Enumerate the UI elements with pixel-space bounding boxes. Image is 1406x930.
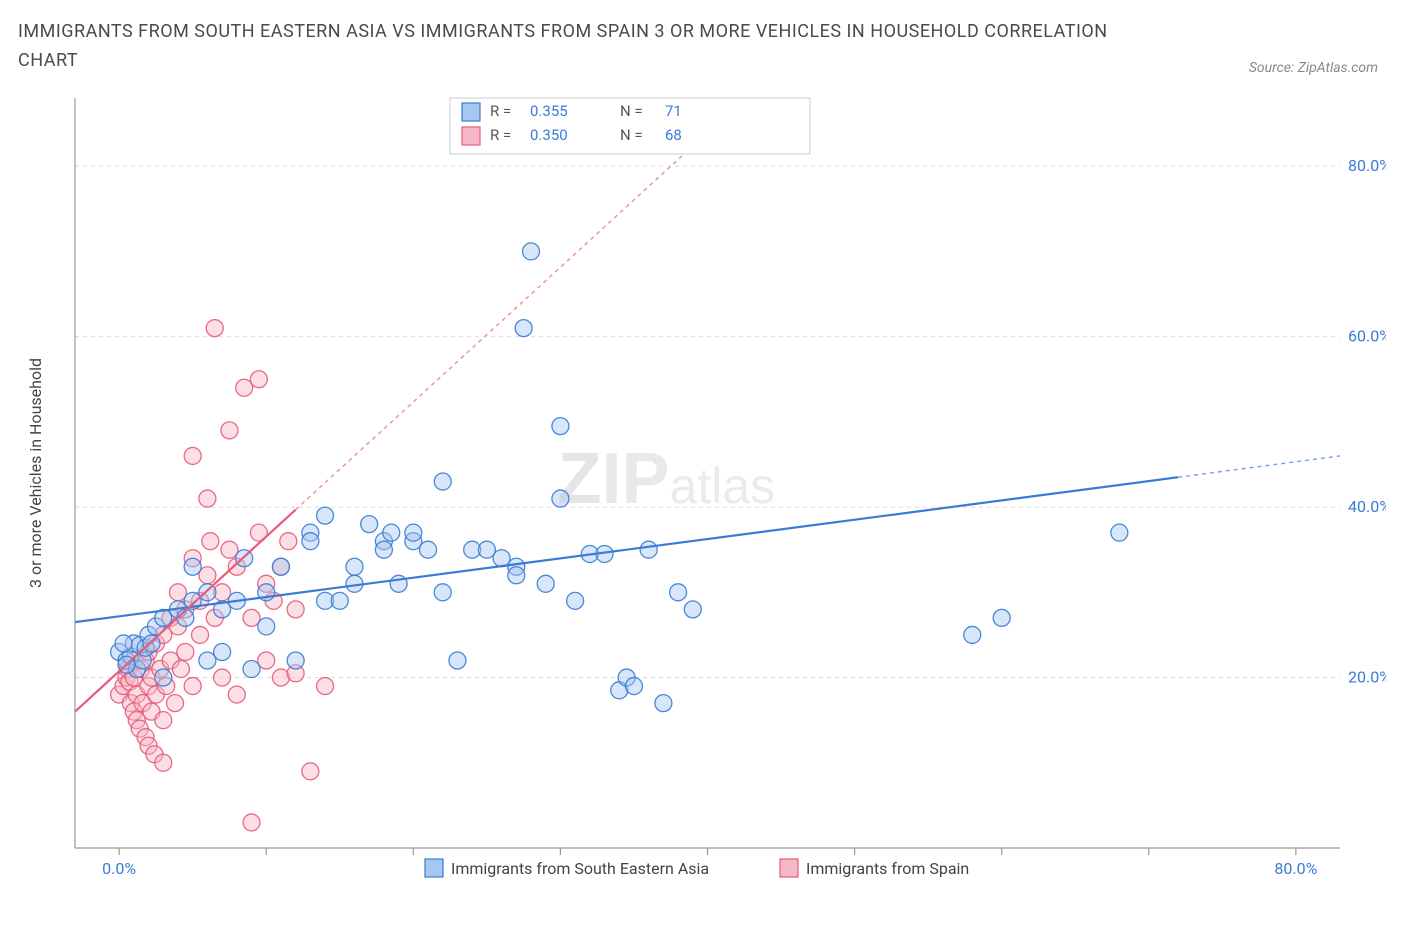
scatter-point <box>1111 524 1128 541</box>
scatter-point <box>206 319 223 336</box>
legend-n-value: 71 <box>665 102 682 120</box>
scatter-point <box>684 600 701 617</box>
scatter-point <box>993 609 1010 626</box>
scatter-point <box>964 626 981 643</box>
scatter-point <box>221 421 238 438</box>
legend-swatch <box>425 859 443 877</box>
scatter-point <box>405 524 422 541</box>
scatter-point <box>346 558 363 575</box>
scatter-point <box>115 635 132 652</box>
header: IMMIGRANTS FROM SOUTH EASTERN ASIA VS IM… <box>0 0 1406 82</box>
legend-series-label: Immigrants from Spain <box>806 859 969 878</box>
scatter-point <box>449 652 466 669</box>
scatter-point <box>331 592 348 609</box>
scatter-point <box>670 583 687 600</box>
scatter-point <box>184 447 201 464</box>
correlation-chart: 20.0% 40.0% 60.0% 80.0% ZIPatlas 0.0% 80.0% 3 o… <box>20 88 1386 908</box>
scatter-point <box>383 524 400 541</box>
scatter-point <box>228 686 245 703</box>
scatter-point <box>243 814 260 831</box>
scatter-point <box>420 541 437 558</box>
legend-swatch <box>780 859 798 877</box>
y-tick-label: 40.0% <box>1348 497 1386 516</box>
scatter-point <box>272 558 289 575</box>
x-tick-label: 80.0% <box>1274 859 1317 878</box>
legend-n-label: N = <box>620 126 643 144</box>
scatter-point <box>177 643 194 660</box>
scatter-point <box>552 490 569 507</box>
scatter-point <box>508 566 525 583</box>
scatter-point <box>625 677 642 694</box>
scatter-point <box>172 660 189 677</box>
scatter-point <box>250 370 267 387</box>
y-tick-label: 60.0% <box>1348 326 1386 345</box>
scatter-point <box>434 583 451 600</box>
legend-r-label: R = <box>490 126 511 144</box>
trend-line-ext <box>1178 456 1340 477</box>
scatter-point <box>537 575 554 592</box>
scatter-point <box>155 711 172 728</box>
scatter-point <box>155 754 172 771</box>
legend-series-label: Immigrants from South Eastern Asia <box>451 859 709 878</box>
legend-r-value: 0.355 <box>530 102 568 120</box>
scatter-point <box>287 652 304 669</box>
scatter-point <box>655 694 672 711</box>
scatter-point <box>515 319 532 336</box>
scatter-point <box>302 532 319 549</box>
legend-swatch <box>462 127 480 145</box>
scatter-point <box>361 515 378 532</box>
y-axis-title: 3 or more Vehicles in Household <box>26 358 45 588</box>
scatter-point <box>317 507 334 524</box>
scatter-point <box>184 677 201 694</box>
legend-n-value: 68 <box>665 126 682 144</box>
legend-n-label: N = <box>620 102 643 120</box>
legend-r-label: R = <box>490 102 511 120</box>
scatter-point <box>522 243 539 260</box>
source-attribution: Source: ZipAtlas.com <box>1249 60 1378 76</box>
page-title: IMMIGRANTS FROM SOUTH EASTERN ASIA VS IM… <box>18 18 1118 76</box>
scatter-point <box>302 762 319 779</box>
scatter-point <box>214 669 231 686</box>
legend-r-value: 0.350 <box>530 126 568 144</box>
scatter-point <box>567 592 584 609</box>
scatter-point <box>155 669 172 686</box>
watermark: ZIPatlas <box>558 439 776 519</box>
y-tick-label: 80.0% <box>1348 156 1386 175</box>
scatter-point <box>375 541 392 558</box>
scatter-point <box>434 473 451 490</box>
scatter-point <box>258 618 275 635</box>
scatter-point <box>280 532 297 549</box>
scatter-point <box>192 626 209 643</box>
scatter-point <box>552 417 569 434</box>
legend-swatch <box>462 103 480 121</box>
scatter-point <box>243 660 260 677</box>
scatter-point <box>184 558 201 575</box>
x-tick-label: 0.0% <box>102 859 136 878</box>
scatter-point <box>202 532 219 549</box>
scatter-point <box>214 643 231 660</box>
chart-svg: 20.0% 40.0% 60.0% 80.0% ZIPatlas 0.0% 80.0% 3 o… <box>20 88 1386 908</box>
y-tick-label: 20.0% <box>1348 667 1386 686</box>
trend-line-ext <box>296 98 746 510</box>
scatter-point <box>199 490 216 507</box>
scatter-point <box>287 600 304 617</box>
scatter-point <box>640 541 657 558</box>
scatter-point <box>317 677 334 694</box>
scatter-point <box>167 694 184 711</box>
